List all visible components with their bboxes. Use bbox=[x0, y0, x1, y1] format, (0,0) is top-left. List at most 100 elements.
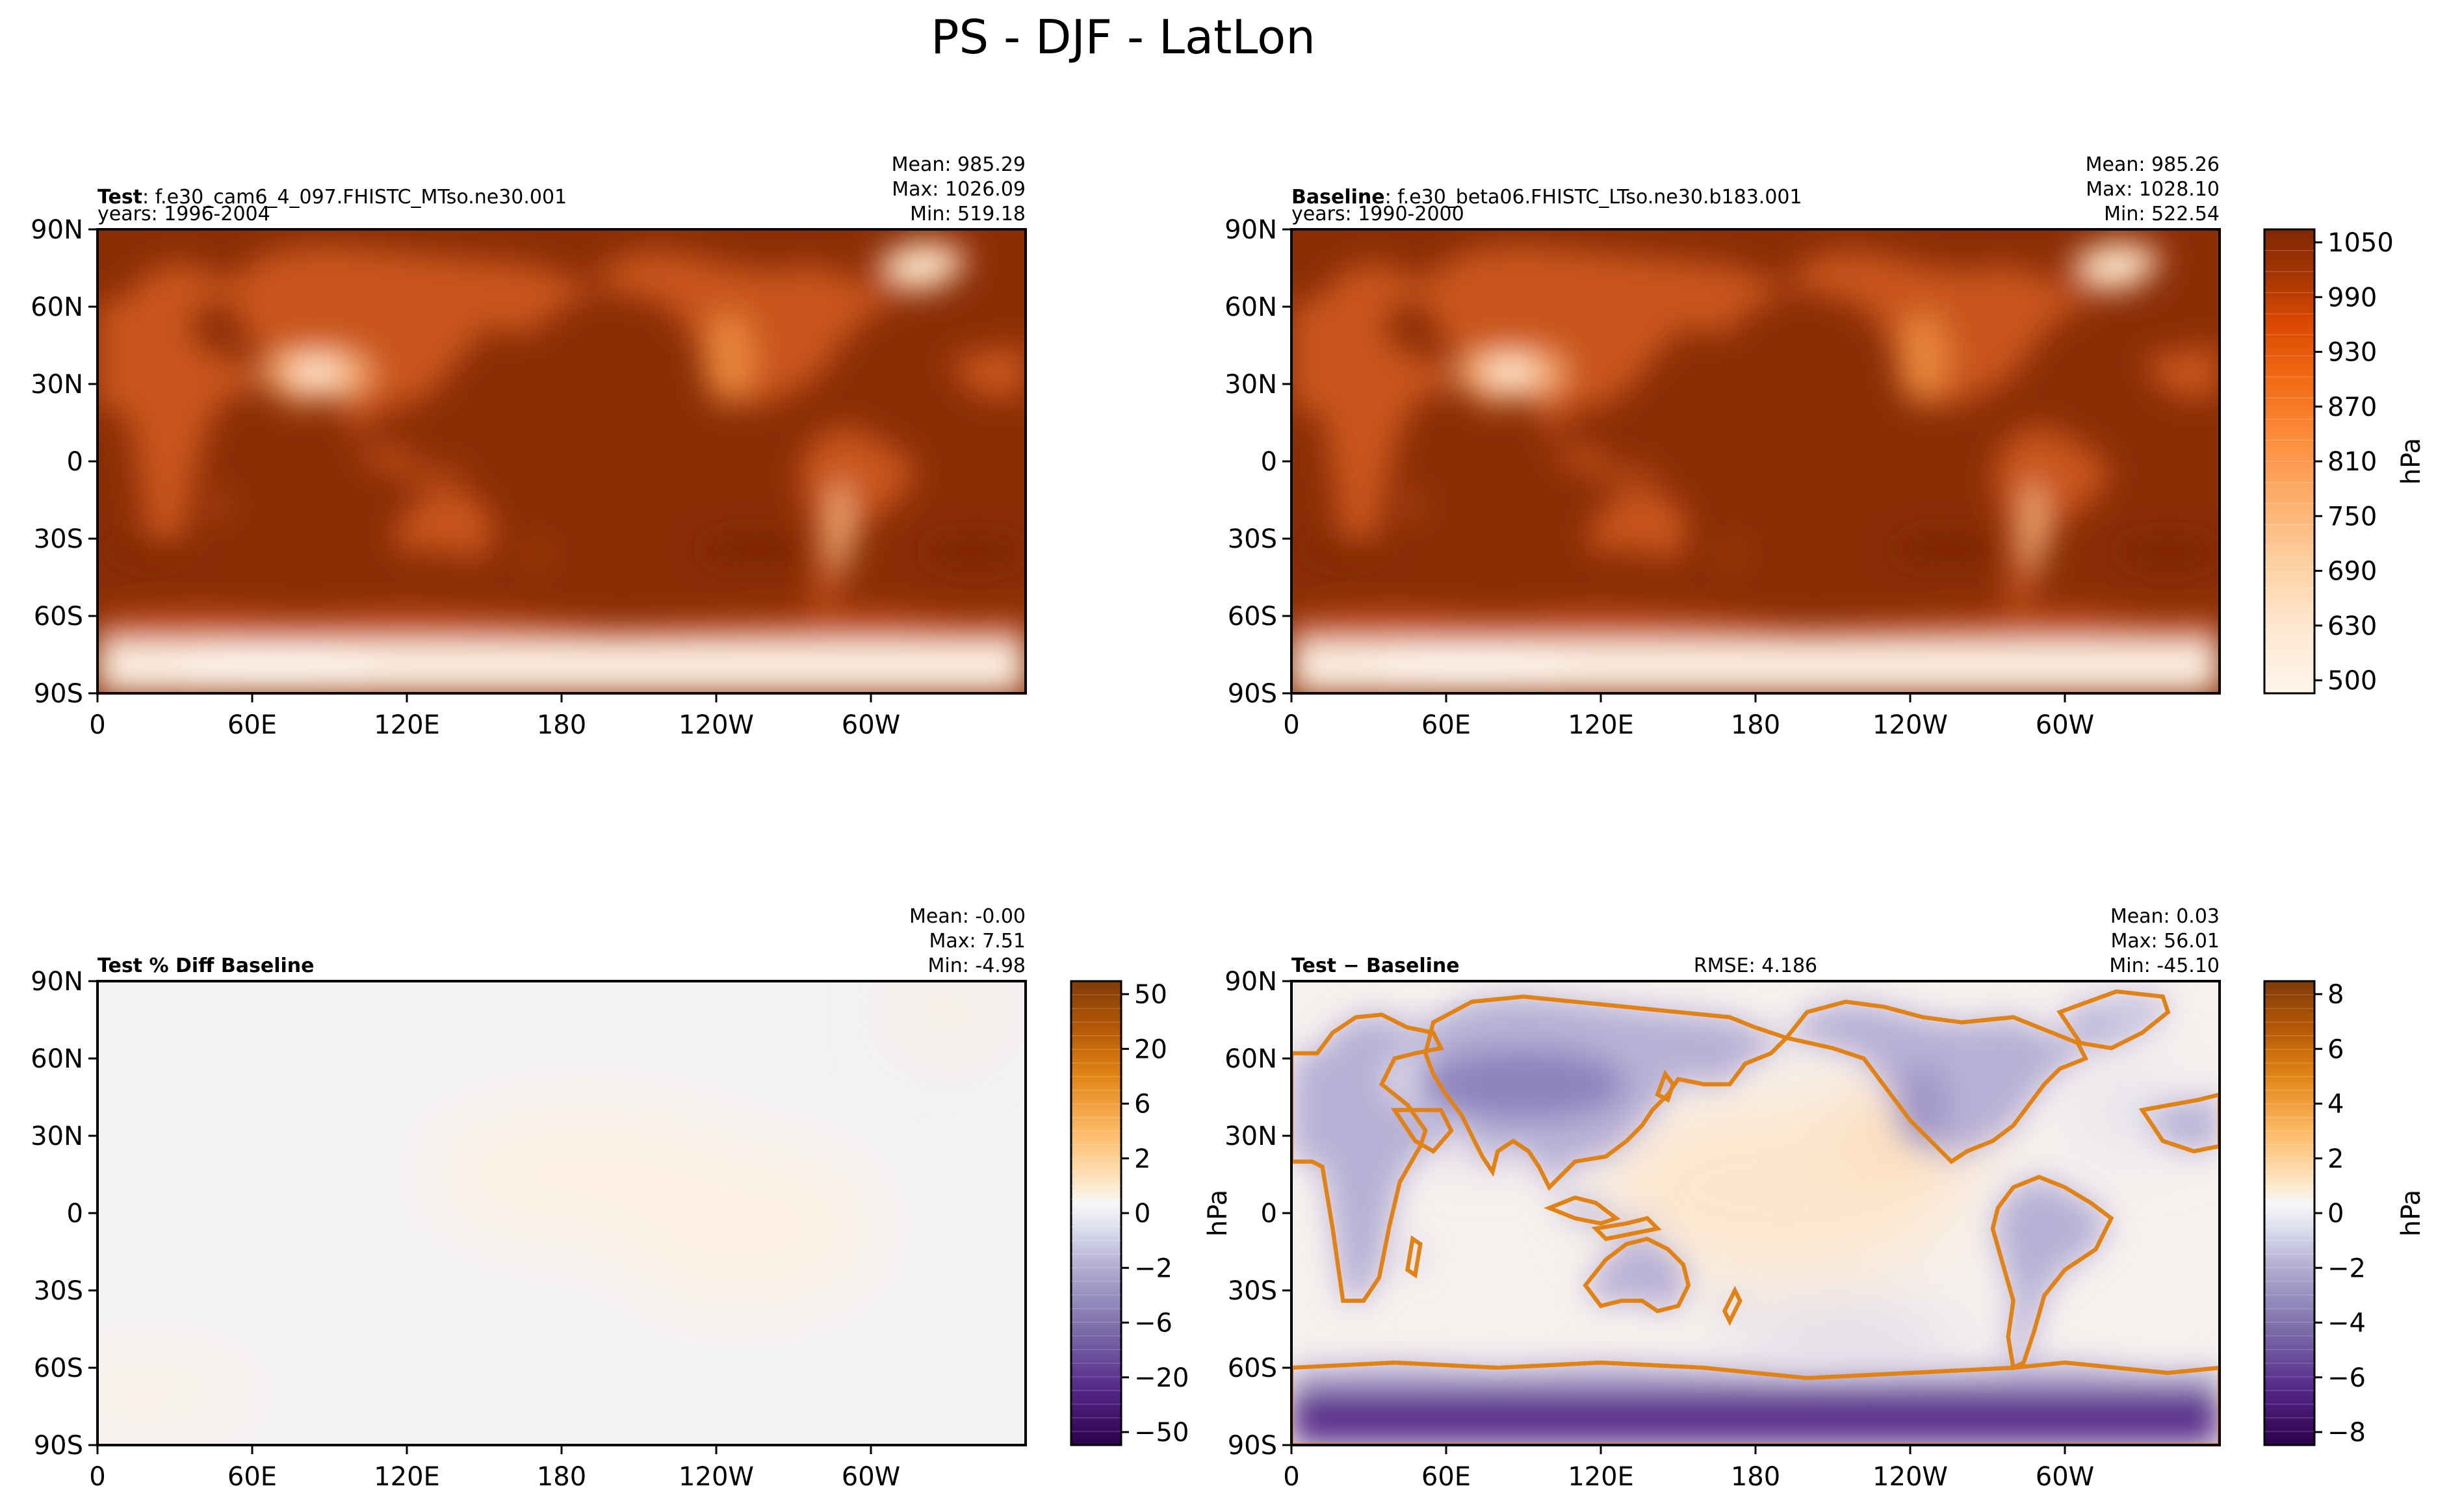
colorbar: 1050 990 930 870 810 750 690 630 500 hPa bbox=[2263, 228, 2426, 696]
y-tick-label: 90N bbox=[1224, 967, 1277, 997]
y-tick-label: 0 bbox=[1261, 1199, 1277, 1229]
x-axis: 0 60E 120E 180 120W 60W bbox=[1283, 1445, 2094, 1492]
stat-label: Max: 7.51 bbox=[929, 930, 1026, 953]
x-tick-label: 60W bbox=[842, 710, 900, 740]
x-tick-label: 60W bbox=[2036, 1462, 2094, 1492]
x-tick-label: 120W bbox=[679, 1462, 754, 1492]
x-tick-label: 0 bbox=[1283, 710, 1299, 740]
y-tick-label: 60S bbox=[34, 1353, 83, 1383]
colorbar-tick-label: 6 bbox=[2327, 1034, 2344, 1064]
y-tick-label: 0 bbox=[67, 447, 83, 477]
map-field bbox=[97, 229, 1026, 693]
y-axis: 90N 60N 30N 0 30S 60S 90S bbox=[1224, 967, 1291, 1461]
y-tick-label: 30S bbox=[34, 1276, 83, 1306]
y-tick-label: 0 bbox=[1261, 447, 1277, 477]
y-tick-label: 60S bbox=[34, 602, 83, 632]
figure-title: PS - DJF - LatLon bbox=[931, 10, 1315, 64]
x-axis: 0 60E 120E 180 120W 60W bbox=[1283, 693, 2094, 740]
case-name: : f.e30_beta06.FHISTC_LTso.ne30.b183.001 bbox=[1385, 186, 1802, 209]
y-tick-label: 60N bbox=[31, 1044, 83, 1074]
y-tick-label: 60S bbox=[1228, 1353, 1277, 1383]
case-label: Test − Baseline bbox=[1291, 955, 1460, 977]
x-tick-label: 0 bbox=[1283, 1462, 1299, 1492]
x-tick-label: 60E bbox=[1421, 710, 1471, 740]
y-tick-label: 30S bbox=[1228, 524, 1277, 554]
colorbar-tick-label: 0 bbox=[1134, 1199, 1150, 1229]
x-axis: 0 60E 120E 180 120W 60W bbox=[89, 1445, 900, 1492]
panel-pct_diff: 0 60E 120E 180 120W 60W 90N 60N 30N 0 30S 60S 90S Tes… bbox=[31, 905, 1233, 1492]
colorbar-tick-label: −2 bbox=[2327, 1253, 2366, 1283]
colorbar-tick-label: 0 bbox=[2327, 1199, 2344, 1229]
colorbar-tick-label: 750 bbox=[2327, 502, 2377, 532]
colorbar-tick-label: −6 bbox=[1134, 1309, 1173, 1339]
y-tick-label: 30N bbox=[31, 370, 83, 400]
colorbar-tick-label: −4 bbox=[2327, 1309, 2366, 1339]
y-axis: 90N 60N 30N 0 30S 60S 90S bbox=[31, 967, 97, 1461]
colorbar-tick-label: 630 bbox=[2327, 611, 2377, 641]
y-tick-label: 90S bbox=[1228, 679, 1277, 709]
map-field bbox=[97, 981, 1026, 1445]
colorbar: 8 6 4 2 0 −2 −4 −6 −8 hPa bbox=[2263, 980, 2426, 1448]
y-tick-label: 90S bbox=[34, 1431, 83, 1461]
stat-label: Mean: -0.00 bbox=[909, 905, 1026, 928]
y-tick-label: 90S bbox=[1228, 1431, 1277, 1461]
colorbar-tick-label: 8 bbox=[2327, 980, 2344, 1010]
colorbar-tick-label: 930 bbox=[2327, 338, 2377, 368]
colorbar-label: hPa bbox=[2396, 438, 2426, 485]
colorbar-tick-label: −50 bbox=[1134, 1418, 1189, 1448]
colorbar-tick-label: 4 bbox=[2327, 1090, 2344, 1120]
x-axis: 0 60E 120E 180 120W 60W bbox=[89, 693, 900, 740]
y-tick-label: 30S bbox=[1228, 1276, 1277, 1306]
x-tick-label: 180 bbox=[537, 710, 586, 740]
y-tick-label: 30S bbox=[34, 524, 83, 554]
case-years: years: 1990-2000 bbox=[1291, 203, 1464, 225]
y-tick-label: 60N bbox=[1224, 292, 1277, 322]
y-tick-label: 60N bbox=[1224, 1044, 1277, 1074]
stat-label: Max: 56.01 bbox=[2110, 930, 2220, 953]
y-tick-label: 60N bbox=[31, 292, 83, 322]
x-tick-label: 180 bbox=[1731, 710, 1780, 740]
y-tick-label: 90N bbox=[31, 215, 83, 245]
stat-label: Min: -4.98 bbox=[928, 955, 1026, 977]
stat-label: Mean: 0.03 bbox=[2110, 905, 2220, 928]
y-tick-label: 30N bbox=[31, 1121, 83, 1151]
colorbar-label: hPa bbox=[2396, 1190, 2426, 1237]
map-field bbox=[1291, 981, 2220, 1445]
rmse-label: RMSE: 4.186 bbox=[1694, 955, 1817, 977]
colorbar-tick-label: 2 bbox=[1134, 1144, 1150, 1174]
x-tick-label: 120E bbox=[1568, 1462, 1634, 1492]
x-tick-label: 120W bbox=[679, 710, 754, 740]
colorbar-tick-label: 500 bbox=[2327, 666, 2377, 696]
y-tick-label: 90S bbox=[34, 679, 83, 709]
y-tick-label: 60S bbox=[1228, 602, 1277, 632]
colorbar-tick-label: −6 bbox=[2327, 1363, 2366, 1393]
y-tick-label: 0 bbox=[67, 1199, 83, 1229]
y-axis: 90N 60N 30N 0 30S 60S 90S bbox=[31, 215, 97, 709]
panel-baseline: 0 60E 120E 180 120W 60W 90N 60N 30N 0 30S 60S 90S Bas… bbox=[1224, 153, 2426, 740]
colorbar-tick-label: 870 bbox=[2327, 392, 2377, 422]
colorbar-tick-label: −20 bbox=[1134, 1363, 1189, 1393]
panel-title: Test % Diff Baseline bbox=[97, 955, 315, 977]
panel-title: Test: f.e30_cam6_4_097.FHISTC_MTso.ne30.… bbox=[97, 186, 567, 209]
case-label: Test % Diff Baseline bbox=[97, 955, 315, 977]
y-tick-label: 30N bbox=[1224, 370, 1277, 400]
x-tick-label: 180 bbox=[1731, 1462, 1780, 1492]
x-tick-label: 60E bbox=[227, 1462, 277, 1492]
colorbar-tick-label: 690 bbox=[2327, 557, 2377, 587]
x-tick-label: 60W bbox=[842, 1462, 900, 1492]
colorbar-tick-label: 810 bbox=[2327, 447, 2377, 477]
x-tick-label: 0 bbox=[89, 710, 105, 740]
case-years: years: 1996-2004 bbox=[97, 203, 270, 225]
y-tick-label: 30N bbox=[1224, 1121, 1277, 1151]
colorbar-tick-label: 990 bbox=[2327, 283, 2377, 313]
colorbar-tick-label: 1050 bbox=[2327, 228, 2394, 258]
x-tick-label: 60E bbox=[1421, 1462, 1471, 1492]
colorbar-tick-label: −8 bbox=[2327, 1418, 2366, 1448]
x-tick-label: 180 bbox=[537, 1462, 586, 1492]
case-name: : f.e30_cam6_4_097.FHISTC_MTso.ne30.001 bbox=[142, 186, 567, 209]
stat-label: Max: 1028.10 bbox=[2086, 178, 2220, 201]
stat-label: Max: 1026.09 bbox=[892, 178, 1026, 201]
map-field bbox=[1291, 229, 2220, 693]
